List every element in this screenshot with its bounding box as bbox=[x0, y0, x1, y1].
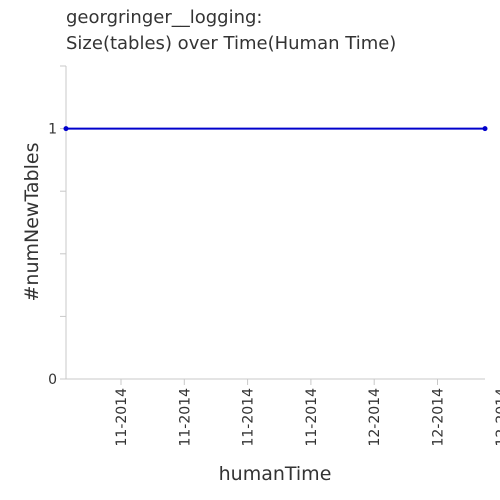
x-tick-label: 12-2014 bbox=[367, 388, 383, 447]
chart-title: georgringer__logging: bbox=[66, 7, 263, 28]
y-tick-label: 1 bbox=[48, 122, 57, 138]
x-tick-label: 11-2014 bbox=[114, 388, 130, 447]
x-tick-label: 11-2014 bbox=[304, 388, 320, 447]
x-tick-label: 12-2014 bbox=[494, 388, 500, 447]
data-point bbox=[482, 126, 488, 132]
chart-subtitle: Size(tables) over Time(Human Time) bbox=[66, 33, 397, 54]
ticks-layer: 0 1 11-2014 11-2014 11-2014 11-2014 12-2014 12-… bbox=[48, 65, 500, 447]
y-tick-label: 0 bbox=[48, 372, 57, 388]
x-axis-label: humanTime bbox=[219, 463, 332, 485]
series-layer bbox=[63, 126, 488, 132]
x-tick-label: 12-2014 bbox=[431, 388, 447, 447]
y-axis-label: #numNewTables bbox=[21, 143, 43, 302]
data-point bbox=[63, 126, 69, 132]
x-tick-label: 11-2014 bbox=[241, 388, 257, 447]
x-tick-label: 11-2014 bbox=[177, 388, 193, 447]
axes-layer bbox=[65, 66, 485, 380]
